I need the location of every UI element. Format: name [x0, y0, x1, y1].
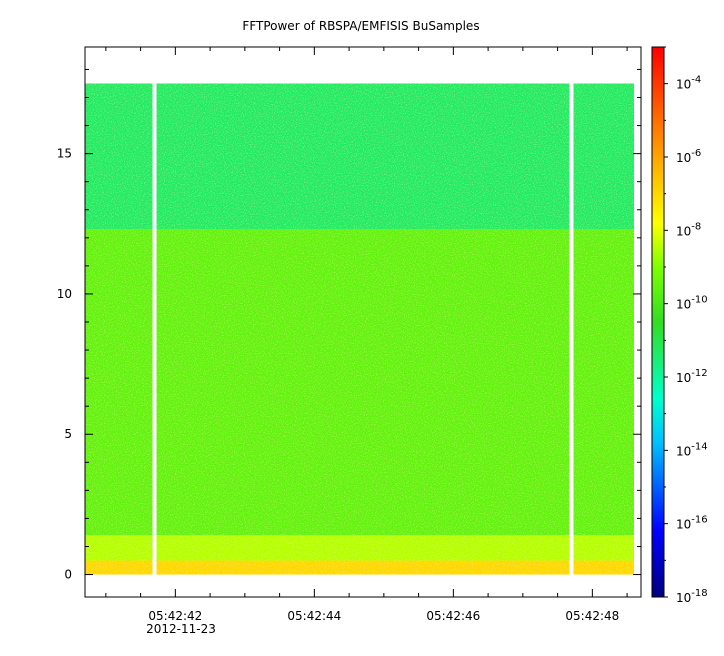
y-axis: 0 5 10 15	[57, 68, 641, 582]
spectrogram-band-speckle	[85, 229, 635, 536]
spectrogram-band-speckle	[85, 560, 635, 575]
colorbar-tick-label: 10-18	[676, 588, 708, 605]
data-gaps	[152, 83, 574, 575]
spectrogram-band-speckle	[85, 535, 635, 561]
spectrogram-band-speckle	[85, 83, 635, 230]
x-date-label: 2012-11-23	[146, 622, 216, 636]
spectrogram-bands	[85, 83, 635, 575]
colorbar-tick-label: 10-12	[676, 368, 708, 385]
x-tick-label: 05:42:44	[287, 609, 341, 623]
colorbar-tick-label: 10-8	[676, 221, 701, 238]
colorbar-tick-label: 10-10	[676, 295, 708, 312]
plot-area	[85, 83, 635, 575]
x-tick-label: 05:42:48	[565, 609, 619, 623]
y-tick-label: 5	[64, 427, 72, 441]
x-tick-label: 05:42:46	[426, 609, 480, 623]
colorbar-tick-label: 10-16	[676, 515, 708, 532]
colorbar-ticks: 10-4 10-6 10-8 10-10 10-12 10-14 10-16 10-18	[664, 46, 708, 605]
x-axis: 05:42:42 05:42:44 05:42:46 05:42:48	[105, 47, 628, 623]
data-gap	[152, 83, 157, 575]
colorbar-tick-label: 10-6	[676, 148, 701, 165]
x-tick-label: 05:42:42	[148, 609, 202, 623]
chart-title: FFTPower of RBSPA/EMFISIS BuSamples	[242, 19, 479, 33]
y-tick-label: 0	[64, 568, 72, 582]
colorbar-tick-label: 10-4	[676, 75, 701, 92]
colorbar-tick-label: 10-14	[676, 441, 708, 458]
data-gap	[569, 83, 574, 575]
y-tick-label: 10	[57, 287, 72, 301]
y-tick-label: 15	[57, 147, 72, 161]
colorbar-gradient	[651, 46, 665, 598]
colorbar: 10-4 10-6 10-8 10-10 10-12 10-14 10-16 10-18	[651, 46, 708, 605]
